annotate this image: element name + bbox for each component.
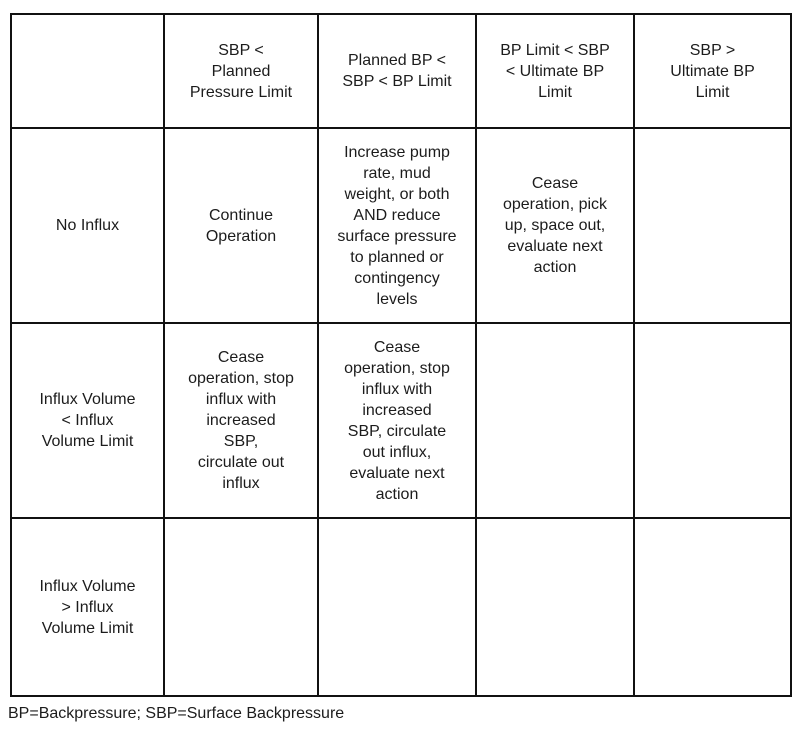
row-header: Influx Volume < Influx Volume Limit: [10, 322, 165, 519]
column-header-sbp-gt-ultimate: SBP > Ultimate BP Limit: [633, 13, 792, 129]
matrix-cell: Secure the well, evaluate next action: [633, 322, 792, 519]
matrix-cell: Continue Operation: [163, 127, 319, 324]
matrix-cell: Secure the well, evaluate next action: [475, 322, 635, 519]
matrix-cell: Secure the well, evaluate next action: [633, 517, 792, 697]
corner-cell: [10, 13, 165, 129]
row-header: Influx Volume > Influx Volume Limit: [10, 517, 165, 697]
matrix-cell: Secure the well, evaluate next action: [163, 517, 319, 697]
mpd-response-matrix-table: SBP < Planned Pressure Limit Planned BP …: [10, 13, 792, 697]
matrix-cell: Secure the well, evaluate next action: [475, 517, 635, 697]
column-header-bplimit-lt-sbp-lt-ultimate: BP Limit < SBP < Ultimate BP Limit: [475, 13, 635, 129]
matrix-cell: Cease operation, stop influx with increa…: [163, 322, 319, 519]
matrix-cell: Cease operation, stop influx with increa…: [317, 322, 477, 519]
row-header: No Influx: [10, 127, 165, 324]
table-row-no-influx: No Influx Continue Operation Increase pu…: [10, 127, 792, 324]
column-header-planned-lt-sbp-lt-bplimit: Planned BP < SBP < BP Limit: [317, 13, 477, 129]
matrix-cell: Cease operation, pick up, space out, eva…: [475, 127, 635, 324]
matrix-cell: Secure the well, evaluate next action: [633, 127, 792, 324]
abbreviation-footnote: BP=Backpressure; SBP=Surface Backpressur…: [8, 705, 345, 722]
header-row: SBP < Planned Pressure Limit Planned BP …: [10, 13, 792, 129]
table-row-influx-above-limit: Influx Volume > Influx Volume Limit Secu…: [10, 517, 792, 697]
column-header-sbp-lt-planned: SBP < Planned Pressure Limit: [163, 13, 319, 129]
matrix-cell: Secure the well, evaluate next action: [317, 517, 477, 697]
matrix-cell: Increase pump rate, mud weight, or both …: [317, 127, 477, 324]
table-row-influx-below-limit: Influx Volume < Influx Volume Limit Ceas…: [10, 322, 792, 519]
